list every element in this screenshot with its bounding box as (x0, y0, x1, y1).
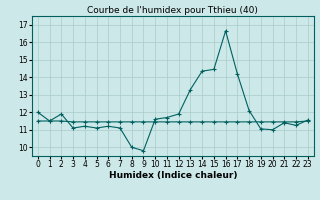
Title: Courbe de l'humidex pour Tthieu (40): Courbe de l'humidex pour Tthieu (40) (87, 6, 258, 15)
X-axis label: Humidex (Indice chaleur): Humidex (Indice chaleur) (108, 171, 237, 180)
